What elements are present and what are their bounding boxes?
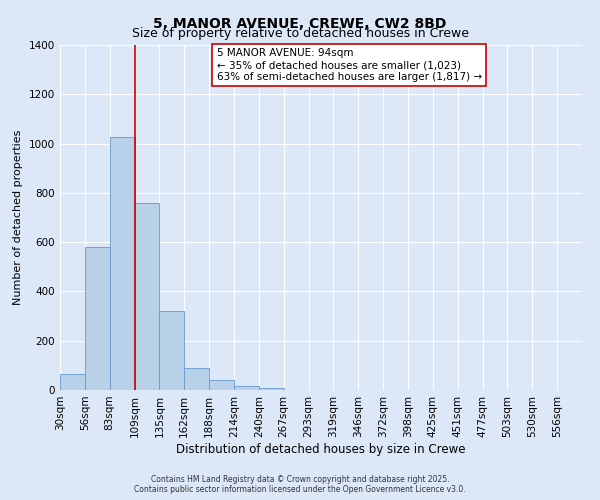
Y-axis label: Number of detached properties: Number of detached properties [13,130,23,305]
Bar [160,311,184,390]
Text: Contains HM Land Registry data © Crown copyright and database right 2025.
Contai: Contains HM Land Registry data © Crown c… [134,474,466,494]
Bar [234,386,259,390]
Bar [184,368,209,390]
X-axis label: Distribution of detached houses by size in Crewe: Distribution of detached houses by size … [176,442,466,456]
Bar [259,388,284,390]
Text: Size of property relative to detached houses in Crewe: Size of property relative to detached ho… [131,28,469,40]
Text: 5, MANOR AVENUE, CREWE, CW2 8BD: 5, MANOR AVENUE, CREWE, CW2 8BD [154,18,446,32]
Bar [85,247,110,390]
Bar [134,202,160,390]
Bar [209,380,234,390]
Bar [110,138,134,390]
Text: 5 MANOR AVENUE: 94sqm
← 35% of detached houses are smaller (1,023)
63% of semi-d: 5 MANOR AVENUE: 94sqm ← 35% of detached … [217,48,482,82]
Bar [60,374,85,390]
